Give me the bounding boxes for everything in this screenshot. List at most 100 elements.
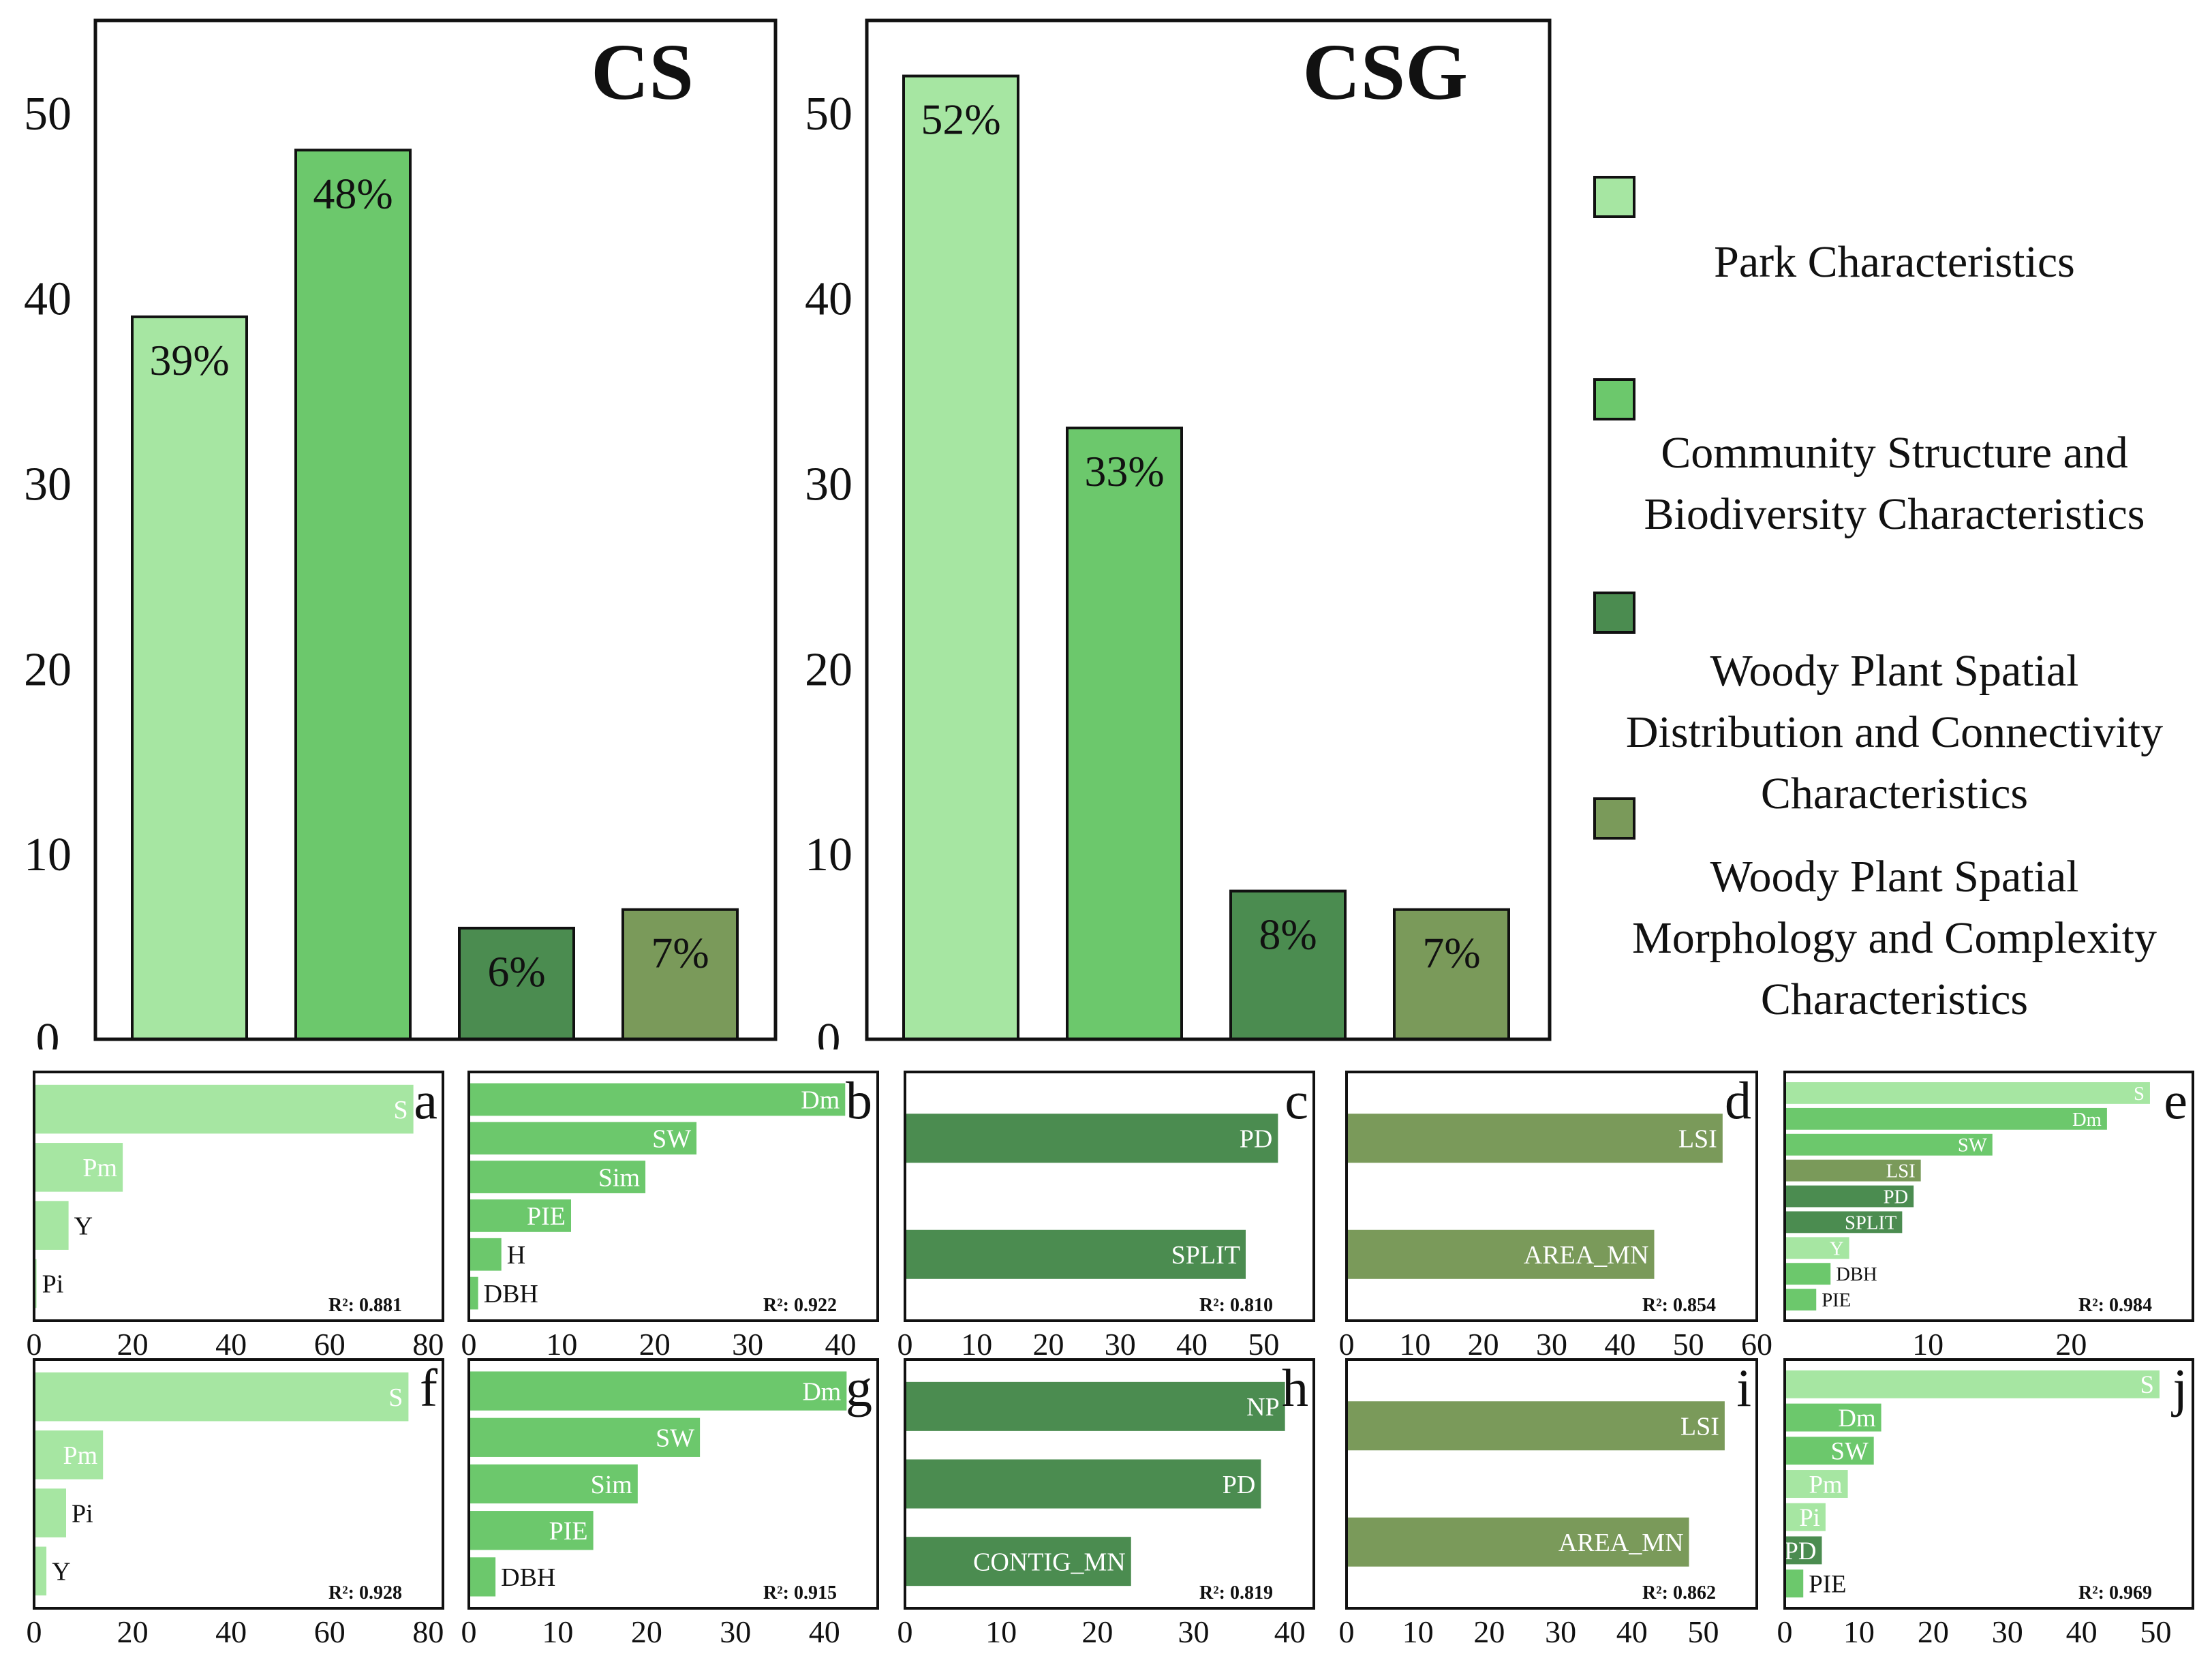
panel-xtick-j-30: 30 [1992,1614,2023,1649]
panel-bar-label-e-2: Dm [2072,1109,2102,1131]
panel-r2-d: R²: 0.854 [1642,1295,1716,1316]
panel-xtick-j-10: 10 [1843,1614,1875,1649]
panel-bar-a-3 [34,1201,69,1250]
panel-xtick-a-0: 0 [27,1327,42,1362]
panel-bar-j-4 [1785,1470,1848,1498]
panel-xtick-g-40: 40 [809,1614,840,1649]
bar-csg-3 [1229,889,1347,1041]
legend-label-community: Community Structure and Biodiversity Cha… [1644,428,2145,539]
panel-frame-a [33,1071,444,1322]
ytick-csg-40: 40 [805,273,852,326]
panel-frame-e [1783,1071,2194,1322]
panel-xtick-a-20: 20 [117,1327,149,1362]
panel-xtick-c-0: 0 [897,1327,913,1362]
panel-bar-label-d-2: AREA_MN [1524,1241,1649,1270]
ytick-csg-10: 10 [805,829,852,881]
panel-letter-j: j [2170,1358,2187,1417]
panel-xtick-c-40: 40 [1176,1327,1208,1362]
ytick-csg-50: 50 [805,88,852,140]
panel-bar-label-j-3: SW [1830,1437,1868,1465]
panel-xtick-h-30: 30 [1178,1614,1210,1649]
panel-bar-h-3 [905,1537,1131,1586]
ytick-csg-0: 0 [817,1014,841,1049]
panel-xtick-b-30: 30 [732,1327,763,1362]
panel-c: PD SPLIT c R²: 0.810 0 10 20 30 40 50 [897,1071,1315,1362]
panel-bar-label-e-4: LSI [1886,1161,1916,1182]
panel-xtick-h-0: 0 [897,1614,913,1649]
panel-letter-f: f [420,1358,437,1417]
panel-bar-b-6 [469,1276,478,1310]
panel-d: LSI AREA_MN d R²: 0.854 0 10 20 30 40 50 60 [1339,1071,1772,1362]
panel-bar-h-2 [905,1459,1261,1509]
panel-bar-e-7 [1785,1237,1849,1259]
panel-f: S Pm Pi Yf R²: 0.928 0 20 40 60 80 [27,1358,444,1649]
panel-xtick-i-20: 20 [1473,1614,1505,1649]
panel-bar-j-2 [1785,1403,1881,1432]
panel-xtick-a-80: 80 [412,1327,444,1362]
panel-xtick-f-0: 0 [27,1614,42,1649]
panel-xtick-f-40: 40 [215,1614,247,1649]
panel-bar-f-3 [34,1488,66,1537]
panel-xtick-b-10: 10 [546,1327,577,1362]
panel-bar-f-2 [34,1430,104,1479]
panel-bar-e-8 [1785,1263,1831,1285]
bar-csg-4 [1393,908,1510,1041]
panel-frame-b [467,1071,879,1322]
value-label-cs-1: 39% [149,336,229,384]
panel-letter-b: b [846,1071,872,1130]
panel-a: S Pm Y Pi a R²: 0.881 0 20 40 60 80 [27,1071,444,1362]
panel-xtick-b-40: 40 [825,1327,856,1362]
panel-xtick-i-0: 0 [1339,1614,1355,1649]
panel-xtick-i-10: 10 [1402,1614,1434,1649]
panel-xtick-d-50: 50 [1673,1327,1704,1362]
legend-label-morphology: Woody Plant Spatial Morphology and Compl… [1632,852,2157,1024]
panel-xtick-h-10: 10 [985,1614,1017,1649]
panel-xtick-g-30: 30 [720,1614,751,1649]
panel-r2-h: R²: 0.819 [1199,1582,1273,1604]
bar-cs-1 [131,315,248,1041]
panel-xtick-a-40: 40 [215,1327,247,1362]
panel-bar-label-e-9: PIE [1822,1289,1851,1311]
panel-bar-j-6 [1785,1536,1822,1565]
panel-frame-h [904,1358,1315,1610]
chart-csg: 52% 33% 8% 7% CSG 0 10 20 30 40 50 [805,18,1552,1049]
panel-bar-label-j-4: Pm [1809,1470,1842,1498]
panel-bar-label-h-1: NP [1246,1393,1280,1422]
panel-xtick-b-20: 20 [639,1327,671,1362]
panel-bar-label-b-1: Dm [801,1086,840,1115]
panel-xtick-h-20: 20 [1081,1614,1113,1649]
panel-r2-i: R²: 0.862 [1642,1582,1716,1604]
panel-bar-label-a-2: Pm [82,1154,117,1182]
panel-bar-label-e-7: Y [1830,1238,1844,1259]
panel-r2-f: R²: 0.928 [328,1582,402,1604]
panel-xtick-g-20: 20 [631,1614,662,1649]
panel-bar-b-4 [469,1199,571,1232]
panel-xtick-i-40: 40 [1616,1614,1648,1649]
panel-letter-e: e [2164,1071,2187,1130]
panel-xtick-d-0: 0 [1339,1327,1355,1362]
panel-bar-label-g-5: DBH [501,1563,555,1592]
panel-bar-label-j-7: PIE [1809,1570,1846,1598]
panel-frame-f [33,1358,444,1610]
panel-bar-label-e-8: DBH [1836,1263,1877,1285]
panel-bar-label-a-1: S [393,1096,408,1124]
panel-bar-label-e-3: SW [1958,1135,1987,1156]
ytick-csg-30: 30 [805,459,852,511]
panel-bar-label-j-1: S [2140,1370,2154,1398]
panel-bar-label-b-2: SW [652,1125,691,1154]
panel-bar-i-1 [1347,1401,1725,1451]
panel-bar-b-2 [469,1122,697,1155]
panel-r2-g: R²: 0.915 [763,1582,837,1604]
panel-bar-label-j-6: PD [1784,1537,1816,1565]
panel-frame-c [904,1071,1315,1322]
panel-bar-label-j-5: Pi [1799,1503,1820,1531]
panel-bar-g-1 [469,1371,847,1411]
panel-bar-g-3 [469,1464,638,1504]
bar-cs-2 [294,149,412,1041]
panel-bar-a-2 [34,1143,123,1192]
ytick-cs-0: 0 [36,1014,60,1049]
panel-letter-g: g [846,1358,872,1417]
